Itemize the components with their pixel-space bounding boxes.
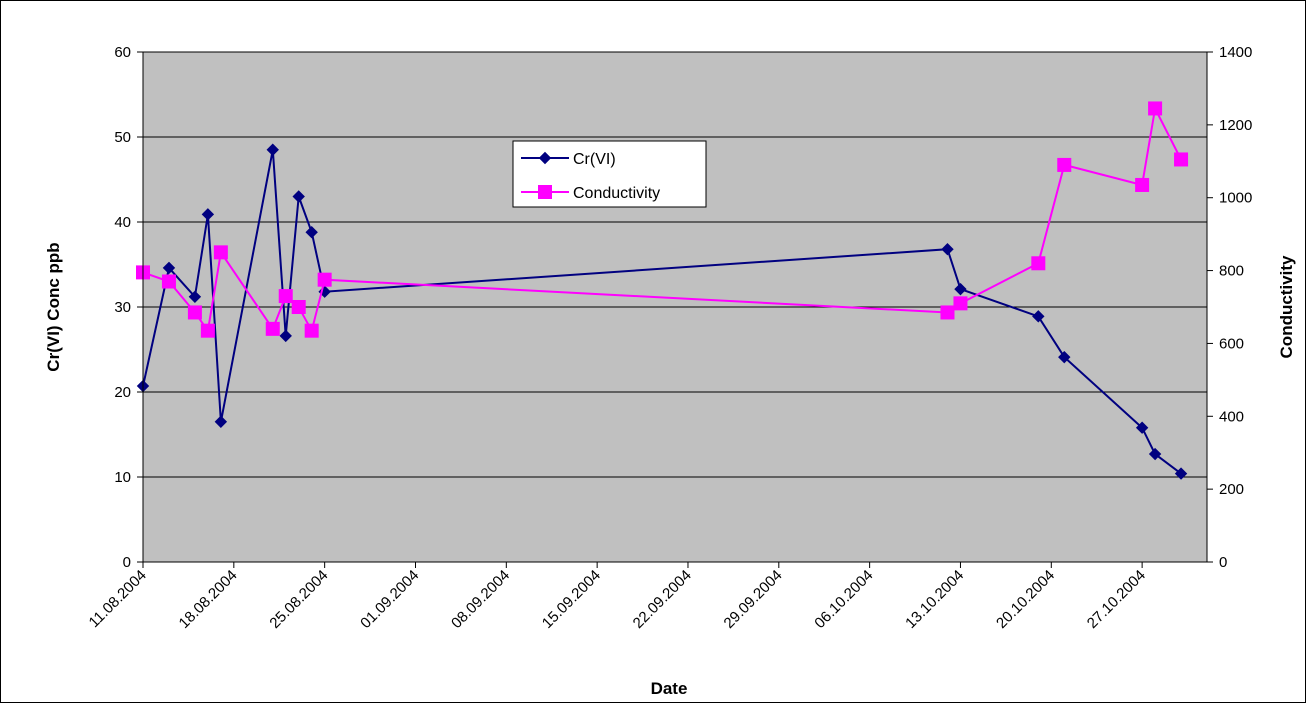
y2-tick-label: 800 xyxy=(1219,263,1244,280)
x-tick-label: 13.10.2004 xyxy=(902,567,967,632)
series-layer xyxy=(136,101,1189,480)
data-point xyxy=(1148,101,1163,116)
data-point xyxy=(201,208,215,221)
data-point xyxy=(200,323,215,338)
data-point xyxy=(941,242,954,256)
x-tick-label: 06.10.2004 xyxy=(811,567,876,632)
data-point xyxy=(161,274,176,289)
y-tick-label: 50 xyxy=(114,129,131,146)
data-point xyxy=(1174,467,1188,480)
y2-tick-label: 1200 xyxy=(1219,117,1252,134)
y-tick-label: 0 xyxy=(123,554,131,571)
data-point xyxy=(305,225,318,239)
data-point xyxy=(279,329,292,343)
legend: Cr(VI) Conductivity xyxy=(512,140,707,208)
data-point xyxy=(1032,310,1045,323)
y-tick-label: 30 xyxy=(114,299,131,316)
x-tick-label: 27.10.2004 xyxy=(1084,567,1149,632)
legend-label: Conductivity xyxy=(573,185,660,202)
y-tick-label: 10 xyxy=(114,469,131,486)
x-tick-label: 18.08.2004 xyxy=(176,567,241,632)
y-axis-title: Cr(VI) Conc ppb xyxy=(44,242,63,371)
data-point xyxy=(317,272,332,287)
data-point xyxy=(940,305,955,320)
y2-tick-label: 0 xyxy=(1219,554,1227,571)
x-tick-label: 29.09.2004 xyxy=(721,567,786,632)
series-crvi xyxy=(136,143,1188,480)
data-point xyxy=(1031,256,1046,271)
data-point xyxy=(1135,177,1150,192)
data-point xyxy=(1058,350,1071,364)
data-point xyxy=(1135,421,1149,434)
x-tick-label: 25.08.2004 xyxy=(266,567,331,632)
y-tick-label: 60 xyxy=(114,44,131,61)
x-tick-label: 22.09.2004 xyxy=(630,567,695,632)
x-tick-label: 20.10.2004 xyxy=(993,567,1058,632)
y2-axis-title: Conductivity xyxy=(1277,255,1296,358)
data-point xyxy=(1148,447,1162,461)
y2-tick-label: 200 xyxy=(1219,481,1244,498)
data-point xyxy=(954,282,967,296)
data-point xyxy=(214,415,228,428)
y2-tick-label: 600 xyxy=(1219,335,1244,352)
legend-label: Cr(VI) xyxy=(573,151,616,168)
data-point xyxy=(188,290,202,304)
x-tick-label: 11.08.2004 xyxy=(86,567,150,631)
y2-tick-label: 1000 xyxy=(1219,190,1252,207)
y-tick-label: 20 xyxy=(114,384,131,401)
y2-tick-label: 400 xyxy=(1219,408,1244,425)
data-point xyxy=(162,261,176,275)
data-point xyxy=(266,143,279,156)
data-point xyxy=(291,300,306,314)
data-point xyxy=(278,289,293,304)
data-point xyxy=(1174,152,1189,167)
x-axis-title: Date xyxy=(651,679,688,698)
y-tick-label: 40 xyxy=(114,214,131,231)
data-point xyxy=(213,245,228,260)
legend-marker xyxy=(538,151,552,165)
data-point xyxy=(953,296,968,311)
gridlines xyxy=(143,51,1207,478)
x-tick-label: 08.09.2004 xyxy=(448,567,513,632)
x-tick-label: 01.09.2004 xyxy=(357,567,422,632)
y2-tick-label: 1400 xyxy=(1219,44,1252,61)
data-point xyxy=(304,323,319,338)
data-point xyxy=(1057,157,1072,172)
data-point xyxy=(187,305,202,320)
series-conductivity xyxy=(136,101,1189,338)
x-tick-label: 15.09.2004 xyxy=(539,567,604,632)
data-point xyxy=(265,321,280,336)
data-point xyxy=(292,190,305,203)
legend-marker xyxy=(538,185,552,199)
